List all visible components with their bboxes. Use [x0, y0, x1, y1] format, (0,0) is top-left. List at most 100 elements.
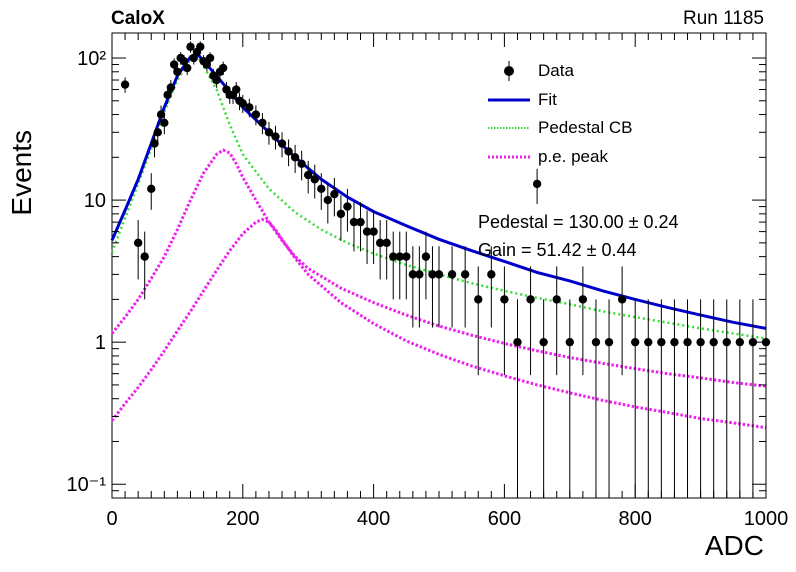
data-marker [310, 175, 319, 184]
data-point [696, 299, 705, 498]
data-marker [196, 42, 205, 51]
data-marker [447, 270, 457, 279]
data-point [238, 94, 247, 113]
y-tick-label: 10² [77, 48, 106, 70]
data-point [735, 299, 745, 498]
data-marker [150, 139, 159, 148]
data-marker [565, 337, 574, 347]
data-marker [532, 179, 542, 189]
data-point [330, 177, 339, 217]
data-marker [218, 63, 228, 73]
data-point [421, 231, 431, 300]
x-axis-label: ADC [704, 530, 764, 561]
data-marker [304, 170, 313, 180]
data-marker [183, 63, 192, 73]
data-point [232, 82, 241, 99]
data-point [395, 231, 404, 300]
y-axis-label: Events [6, 130, 37, 216]
data-point [284, 139, 293, 167]
data-marker [709, 337, 718, 347]
pedestal-stat: Pedestal = 130.00 ± 0.24 [478, 212, 679, 232]
data-marker [434, 270, 444, 279]
data-marker [140, 252, 149, 261]
data-marker [657, 337, 666, 347]
data-point [474, 266, 483, 376]
data-point [310, 164, 319, 199]
data-marker [604, 337, 614, 347]
data-marker [264, 128, 274, 137]
data-marker [147, 184, 156, 194]
data-marker [271, 132, 280, 141]
data-marker [153, 128, 162, 137]
data-marker [389, 252, 398, 261]
data-marker-icon [504, 61, 514, 81]
data-marker [336, 209, 346, 219]
data-point [722, 299, 731, 498]
data-point [487, 246, 496, 328]
fit-line-icon [488, 98, 530, 102]
x-tick-label: 200 [226, 508, 259, 530]
data-marker [500, 295, 509, 304]
data-point [644, 299, 653, 498]
data-marker [735, 337, 745, 347]
data-point [362, 210, 372, 264]
data-point [356, 202, 365, 252]
data-point [539, 299, 548, 498]
data-marker [156, 110, 166, 119]
data-marker [186, 42, 195, 51]
data-marker [428, 270, 437, 279]
data-point [500, 266, 509, 376]
data-marker [591, 337, 601, 347]
data-point [173, 65, 182, 80]
data-marker [474, 295, 483, 304]
gain-stat: Gain = 51.42 ± 0.44 [478, 240, 637, 260]
x-tick-label: 1000 [744, 508, 789, 530]
run-label: Run 1185 [683, 8, 764, 29]
data-marker [323, 195, 333, 205]
data-marker [408, 270, 418, 279]
legend-entry-fit: Fit [486, 88, 557, 112]
data-point [258, 113, 267, 135]
data-point [160, 113, 169, 135]
data-point [196, 41, 205, 53]
data-marker [375, 238, 385, 248]
data-marker [245, 103, 254, 112]
data-marker [297, 159, 306, 169]
data-marker [552, 295, 561, 304]
data-point [349, 202, 359, 252]
data-point [617, 266, 627, 376]
data-point [245, 98, 254, 118]
data-marker [120, 80, 130, 89]
data-point [552, 266, 561, 376]
data-marker [539, 337, 548, 347]
data-point [290, 144, 300, 173]
data-marker [526, 295, 535, 304]
data-marker [212, 75, 221, 85]
legend-label-fit: Fit [538, 90, 557, 109]
data-point [513, 299, 522, 498]
data-marker [513, 337, 522, 347]
data-point [264, 121, 274, 145]
data-point [166, 80, 176, 96]
data-point [343, 188, 352, 232]
data-point [428, 246, 437, 328]
x-tick-label: 600 [488, 508, 521, 530]
data-point [147, 173, 156, 210]
data-point [212, 73, 221, 88]
data-point [150, 132, 159, 158]
data-point [683, 299, 692, 498]
data-marker [258, 118, 267, 127]
experiment-label: CaloX [111, 8, 165, 29]
data-point [434, 246, 444, 328]
data-marker [487, 270, 496, 279]
data-point [218, 61, 228, 76]
legend-label-pe-peak: p.e. peak [538, 147, 608, 166]
data-point [133, 220, 143, 280]
axis-layer: 0 200 400 600 800 1000 10⁻¹ 1 10 10² [67, 33, 789, 530]
data-point [415, 246, 424, 328]
data-point [709, 299, 718, 498]
pe-peak-line-icon [488, 155, 530, 159]
data-marker [163, 90, 172, 100]
data-marker [395, 252, 404, 261]
